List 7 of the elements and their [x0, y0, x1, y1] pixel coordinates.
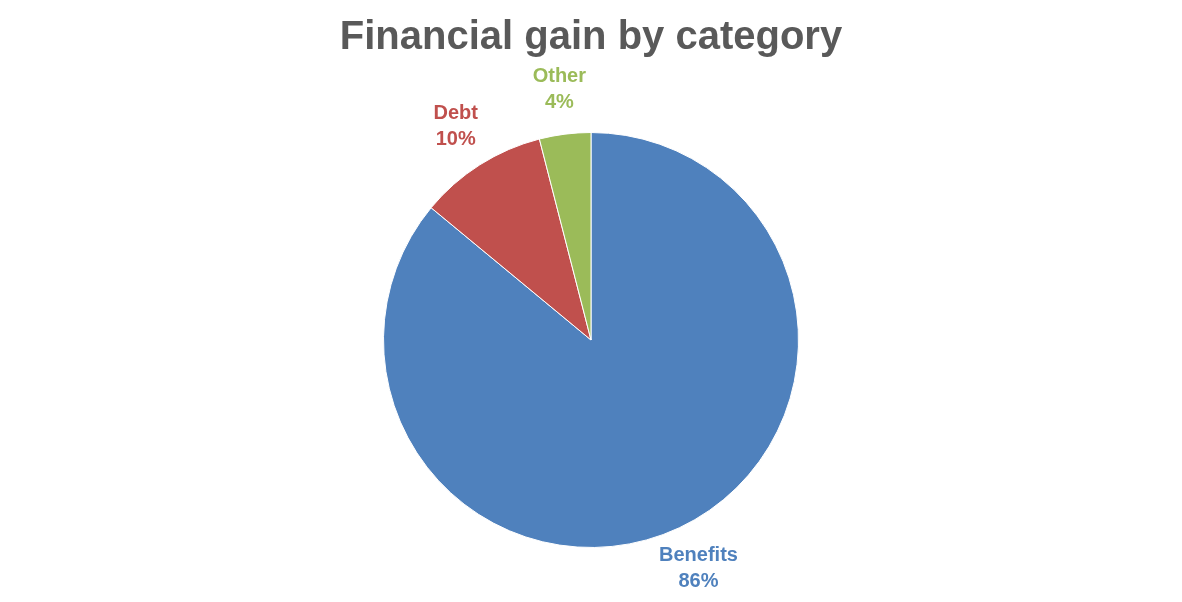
data-label: 86% — [678, 568, 719, 591]
data-label: 4% — [544, 90, 575, 113]
slice-label: Debt — [433, 101, 479, 124]
slice-label: Benefits — [659, 542, 738, 565]
slice-label: Other — [532, 64, 587, 87]
data-label: 10% — [435, 127, 476, 150]
chart-title: Financial gain by category — [339, 13, 843, 58]
